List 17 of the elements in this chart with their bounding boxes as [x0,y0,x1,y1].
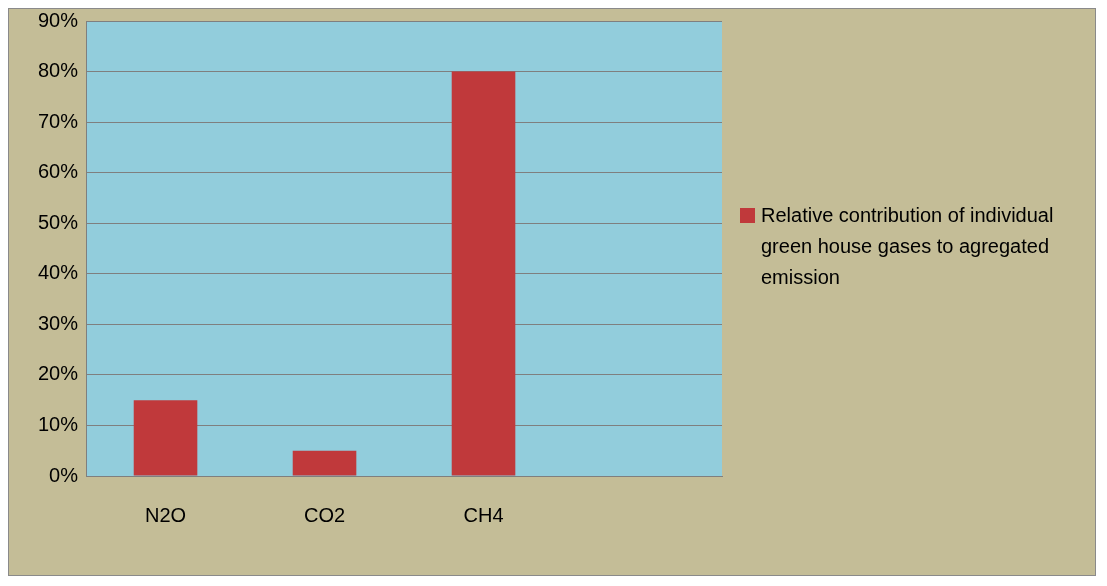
y-tick-label: 70% [38,109,79,132]
y-tick-label: 90% [38,8,79,31]
y-tick-label: 20% [38,362,79,385]
y-tick-label: 50% [38,210,79,233]
bar [451,71,516,476]
x-tick-label: CO2 [303,503,346,526]
bar [133,400,198,476]
bar [292,450,357,476]
x-tick-label: N2O [144,503,187,526]
y-tick-label: 40% [38,261,79,284]
y-tick-label: 80% [38,59,79,82]
y-tick-label: 10% [38,412,79,435]
y-tick-label: 30% [38,311,79,334]
legend-label: Relative contribution of individual green house gases to agregated emission [761,203,1055,290]
x-tick-label: CH4 [463,503,504,526]
y-tick-label: 60% [38,160,79,183]
y-tick-label: 0% [49,463,79,486]
